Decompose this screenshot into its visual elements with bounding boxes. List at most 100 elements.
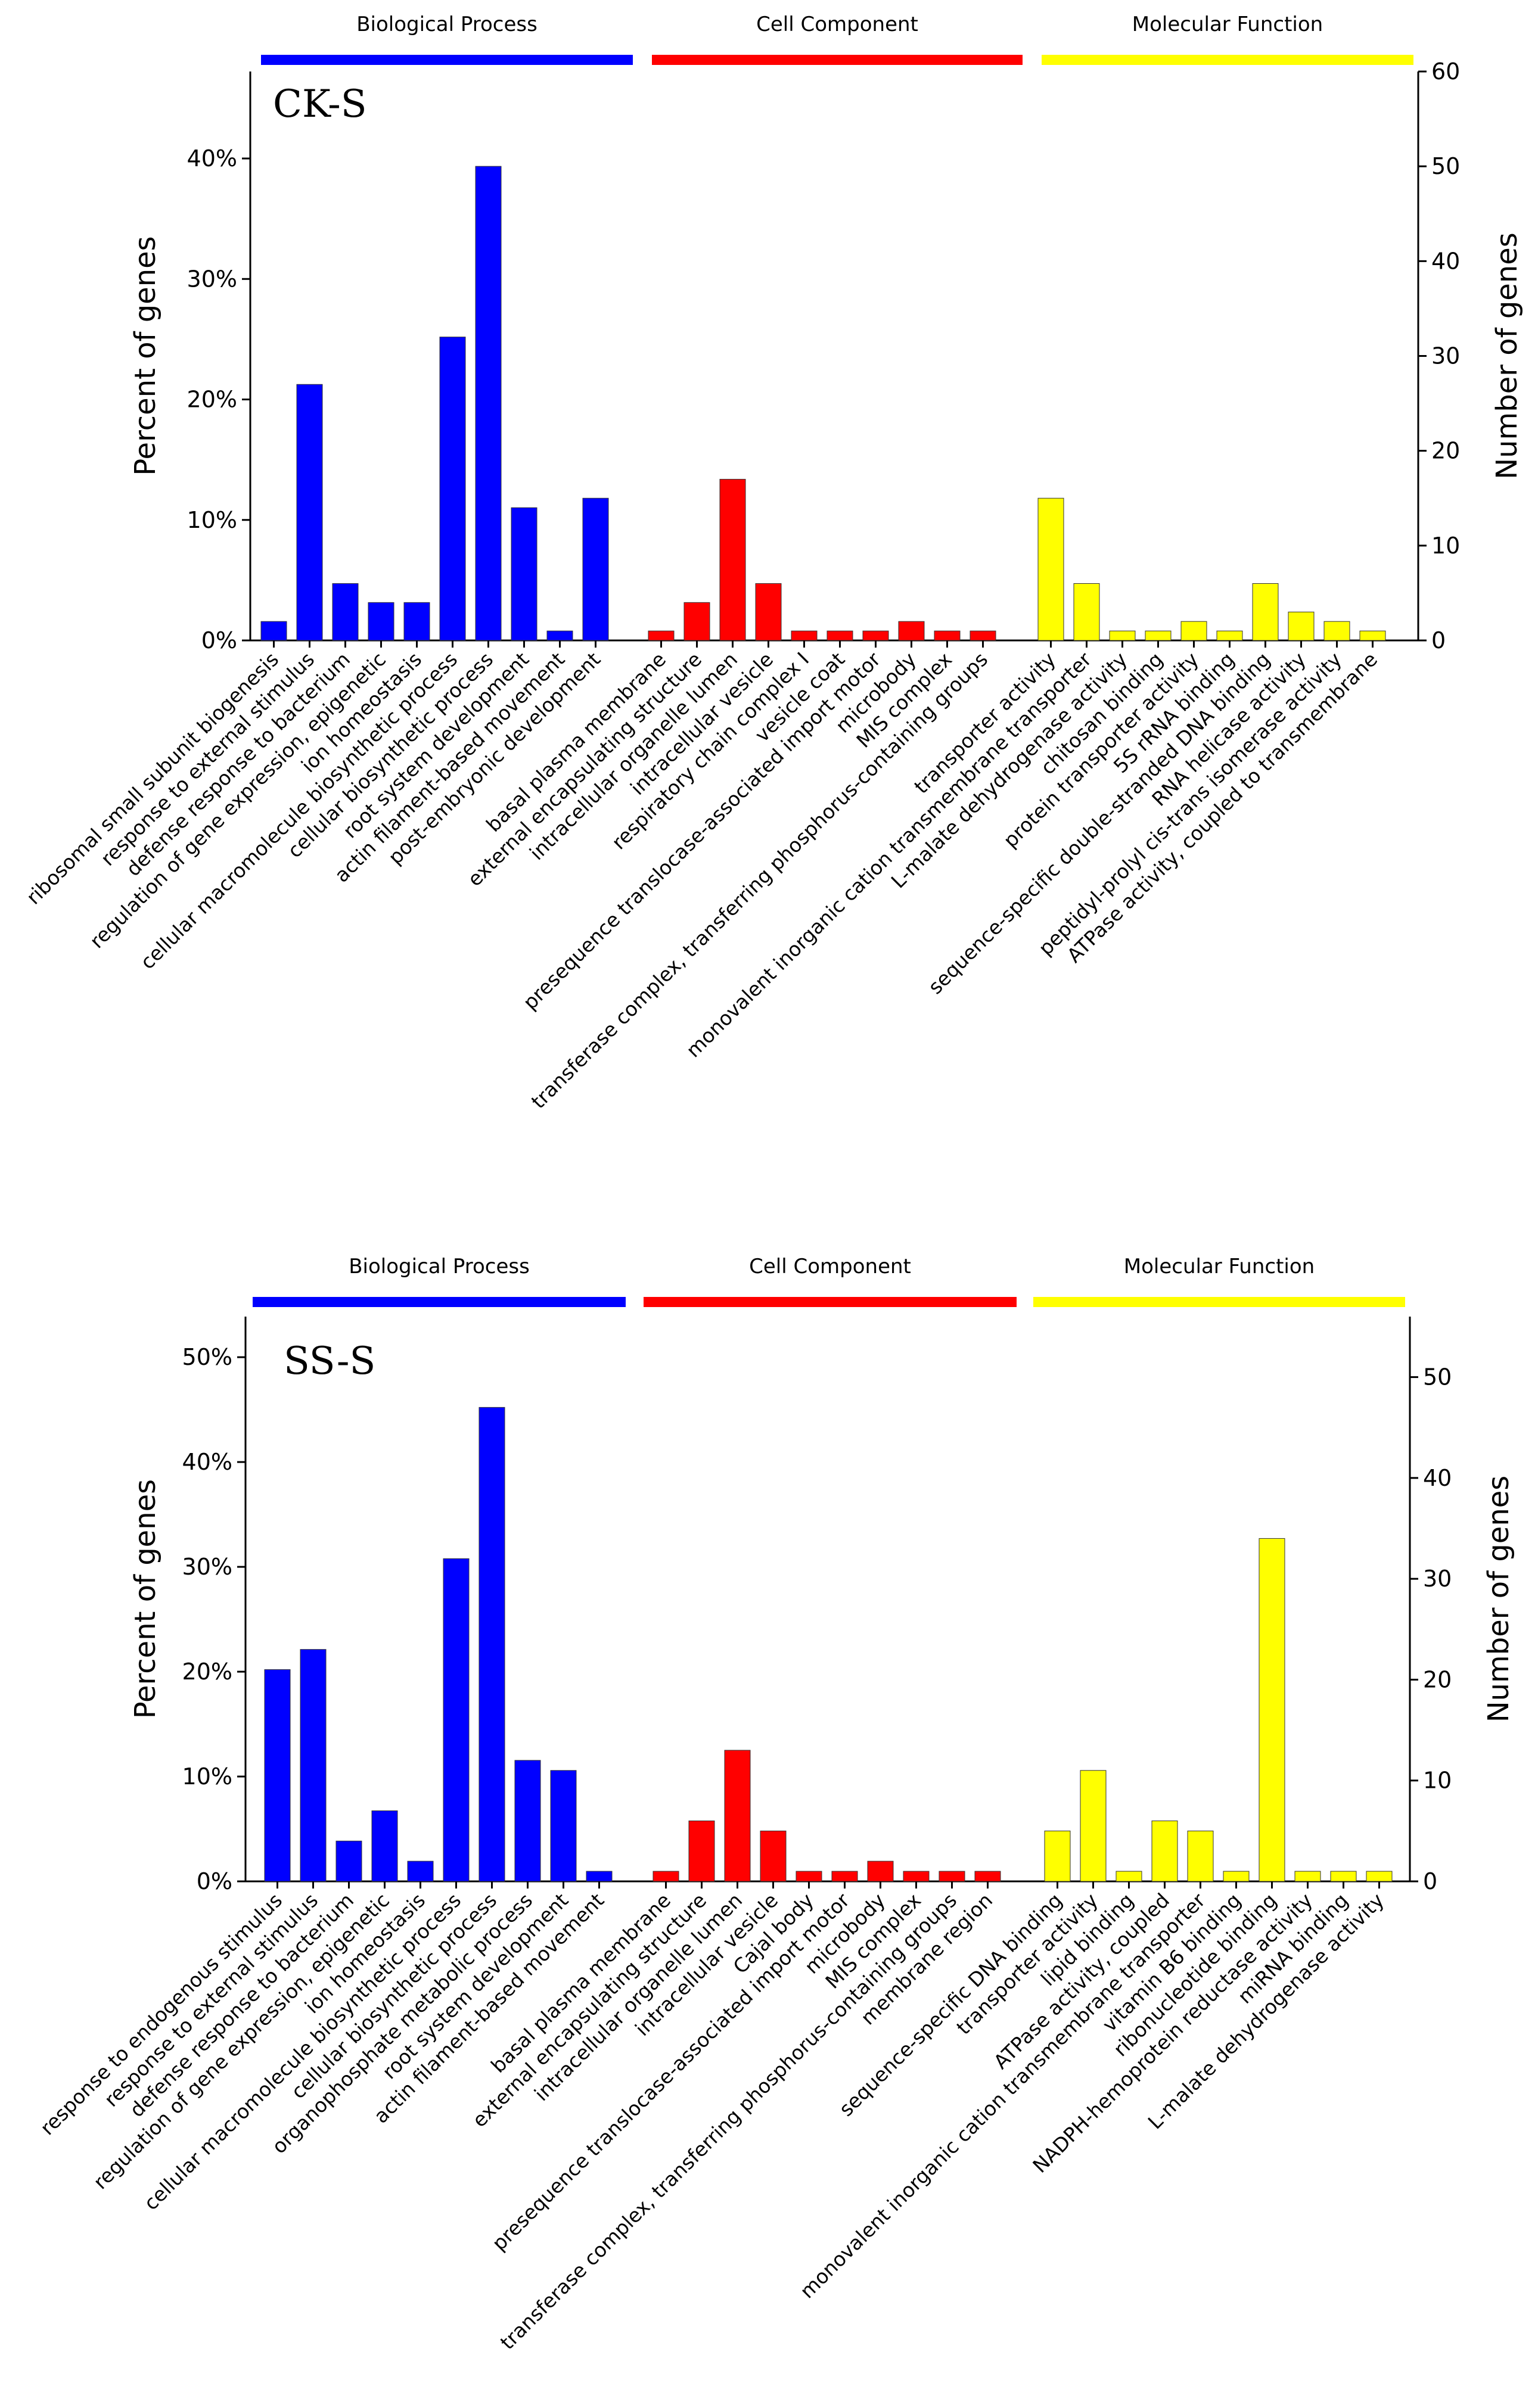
group-legend-bar <box>253 1297 626 1307</box>
bar <box>867 1861 894 1882</box>
bar <box>1073 583 1100 641</box>
group-legend-bar <box>1042 55 1413 65</box>
bar <box>582 497 609 641</box>
y-left-tick-label: 40% <box>182 1449 232 1475</box>
y-axis-left-title: Percent of genes <box>129 1479 162 1719</box>
bar <box>443 1558 470 1882</box>
bar <box>683 602 710 641</box>
bar <box>1252 583 1279 641</box>
y-right-tick-label: 10 <box>1431 533 1460 559</box>
bar <box>335 1840 362 1882</box>
bar <box>831 1871 858 1882</box>
y-axis-left-title: Percent of genes <box>129 236 162 475</box>
group-legend-bar <box>644 1297 1017 1307</box>
group-legend-label: Biological Process <box>349 1255 530 1278</box>
y-axis-right-title: Number of genes <box>1482 1476 1515 1723</box>
chart-panel-ck-s: Biological Process Cell Component Molecula… <box>21 13 1524 1113</box>
panel-label: CK-S <box>273 82 367 126</box>
bar <box>546 630 573 641</box>
bar <box>300 1649 327 1882</box>
bar <box>939 1871 965 1882</box>
y-left-tick-label: 30% <box>182 1554 232 1580</box>
bar <box>439 337 466 641</box>
group-legend-label: Molecular Function <box>1124 1255 1315 1278</box>
y-axis-right-title: Number of genes <box>1490 232 1524 480</box>
bar <box>903 1871 930 1882</box>
bar <box>898 621 925 641</box>
bar <box>1180 621 1207 641</box>
y-right-tick-label: 60 <box>1431 58 1460 85</box>
group-legend-bar <box>261 55 633 65</box>
bar <box>407 1861 434 1882</box>
bar <box>260 621 287 641</box>
bar <box>653 1871 679 1882</box>
group-legend-label: Cell Component <box>756 13 918 36</box>
bar <box>514 1760 541 1882</box>
bar <box>1330 1871 1357 1882</box>
bar <box>368 602 394 641</box>
bar <box>719 478 746 641</box>
bar <box>1216 630 1243 641</box>
y-right-tick-label: 20 <box>1423 1666 1452 1693</box>
y-right-tick-label: 0 <box>1423 1868 1437 1894</box>
bar <box>796 1871 822 1882</box>
y-right-tick-label: 50 <box>1431 153 1460 179</box>
y-left-tick-label: 20% <box>187 387 237 413</box>
bar <box>296 384 323 641</box>
bar <box>827 630 853 641</box>
bar <box>264 1669 291 1882</box>
bar <box>475 166 502 641</box>
bar <box>934 630 961 641</box>
bar <box>974 1871 1001 1882</box>
bar <box>1145 630 1172 641</box>
bar <box>1151 1820 1178 1882</box>
chart-panel-ss-s: Biological Process Cell Component Molecula… <box>36 1255 1515 2354</box>
bar <box>1259 1538 1285 1882</box>
bar <box>648 630 675 641</box>
y-left-tick-label: 20% <box>182 1659 232 1685</box>
panel-label: SS-S <box>284 1339 375 1383</box>
group-legend-bar <box>1033 1297 1405 1307</box>
y-left-tick-label: 0% <box>197 1868 232 1894</box>
bar <box>760 1830 787 1882</box>
bar <box>724 1750 751 1882</box>
bar <box>1294 1871 1321 1882</box>
y-right-tick-label: 20 <box>1431 438 1460 464</box>
group-legend-bar <box>652 55 1023 65</box>
y-left-tick-label: 30% <box>187 266 237 292</box>
bar <box>1359 630 1386 641</box>
bar <box>1187 1830 1214 1882</box>
bar <box>1116 1871 1142 1882</box>
group-legend-label: Biological Process <box>356 13 537 36</box>
bar <box>1323 621 1350 641</box>
bar <box>479 1407 505 1882</box>
y-right-tick-label: 40 <box>1423 1465 1452 1491</box>
bar <box>970 630 996 641</box>
bar <box>1044 1830 1071 1882</box>
y-right-tick-label: 40 <box>1431 248 1460 274</box>
bar <box>791 630 818 641</box>
bar <box>688 1820 715 1882</box>
bar <box>332 583 359 641</box>
y-left-tick-label: 10% <box>187 507 237 533</box>
bar <box>1037 497 1064 641</box>
y-right-tick-label: 10 <box>1423 1768 1452 1794</box>
group-legend-label: Cell Component <box>749 1255 911 1278</box>
y-left-tick-label: 10% <box>182 1763 232 1790</box>
y-right-tick-label: 50 <box>1423 1364 1452 1390</box>
y-right-tick-label: 30 <box>1431 343 1460 369</box>
group-legend-label: Molecular Function <box>1132 13 1323 36</box>
bar <box>1223 1871 1250 1882</box>
y-right-tick-label: 30 <box>1423 1566 1452 1592</box>
bar <box>1109 630 1136 641</box>
bar <box>755 583 782 641</box>
y-left-tick-label: 40% <box>187 145 237 172</box>
y-right-tick-label: 0 <box>1431 627 1446 654</box>
bar <box>586 1871 613 1882</box>
bar <box>403 602 430 641</box>
bar <box>550 1770 577 1882</box>
y-left-tick-label: 0% <box>201 627 237 654</box>
bar <box>1080 1770 1107 1882</box>
y-left-tick-label: 50% <box>182 1344 232 1370</box>
